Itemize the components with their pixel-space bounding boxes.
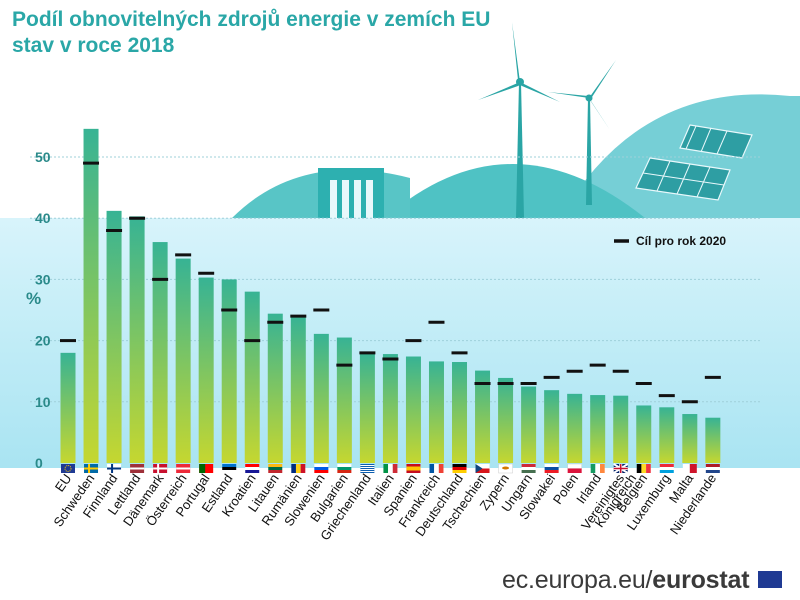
y-tick-label: 50 <box>35 149 51 165</box>
flag-eu-icon <box>61 464 75 473</box>
background-scenery <box>232 22 800 218</box>
flag-nl-icon <box>705 464 720 473</box>
bar <box>152 242 168 463</box>
footer-source: ec.europa.eu/eurostat <box>502 566 750 595</box>
eu-flag-icon <box>758 571 782 588</box>
flag-uk-icon <box>613 463 629 474</box>
legend: Cíl pro rok 2020 <box>614 234 726 248</box>
flag-pt-icon <box>199 464 214 473</box>
flag-at-icon <box>176 464 191 473</box>
bar <box>175 258 191 463</box>
flag-lt-icon <box>268 464 283 473</box>
bar <box>636 405 652 463</box>
country-flags <box>61 463 720 474</box>
bar <box>452 362 468 463</box>
hill-dome <box>385 164 645 218</box>
y-axis-ticks: 0 10 20 30 40 50 <box>35 149 51 471</box>
flag-dk-icon <box>153 464 168 473</box>
bar <box>106 210 122 463</box>
flag-sk-icon <box>544 464 559 473</box>
flag-gr-icon <box>360 464 375 473</box>
y-tick-label: 10 <box>35 394 51 410</box>
hill-right <box>560 94 800 218</box>
bar <box>359 352 375 463</box>
bar <box>198 277 214 463</box>
bar <box>475 370 491 463</box>
flag-fr-icon <box>429 464 444 473</box>
bar <box>590 395 606 463</box>
chart-title: Podíl obnovitelných zdrojů energie v zem… <box>12 8 491 31</box>
solar-panel-icon <box>635 124 753 201</box>
y-tick-label: 20 <box>35 333 51 349</box>
flag-se-icon <box>84 464 99 473</box>
gridlines <box>30 156 760 403</box>
flag-hr-icon <box>245 464 260 473</box>
flag-es-icon <box>406 464 421 473</box>
bar <box>705 417 721 463</box>
footer-brand: eurostat <box>652 566 750 594</box>
bar <box>567 393 583 463</box>
bar <box>521 386 537 463</box>
bar <box>405 356 421 463</box>
bar-series <box>60 128 721 463</box>
x-tick-label: Polen <box>550 471 581 507</box>
bar <box>336 337 352 463</box>
flag-ie-icon <box>590 464 605 473</box>
bar <box>313 333 329 463</box>
y-axis-label: % <box>26 289 41 308</box>
bar <box>267 313 283 463</box>
bar <box>428 361 444 463</box>
flag-mt-icon <box>682 464 697 473</box>
flag-de-icon <box>452 464 467 473</box>
bar <box>244 291 260 463</box>
flag-fi-icon <box>107 464 122 473</box>
bar <box>682 414 698 463</box>
bar <box>613 395 629 463</box>
wind-turbine-icon <box>478 22 616 218</box>
legend-target-label: Cíl pro rok 2020 <box>636 234 726 248</box>
flag-cy-icon <box>498 463 513 474</box>
y-tick-label: 40 <box>35 210 51 226</box>
bar <box>498 377 514 463</box>
y-tick-label: 0 <box>35 455 43 471</box>
dam-icon <box>318 168 384 218</box>
flag-lu-icon <box>659 464 674 473</box>
bar <box>544 390 560 463</box>
y-tick-label: 30 <box>35 271 51 287</box>
bar <box>83 128 99 463</box>
flag-bg-icon <box>337 464 352 473</box>
bar <box>382 354 398 463</box>
flag-ee-icon <box>222 464 237 473</box>
flag-pl-icon <box>567 463 582 473</box>
flag-it-icon <box>383 464 398 473</box>
flag-hu-icon <box>521 464 536 473</box>
bar <box>129 216 145 463</box>
flag-si-icon <box>314 464 329 473</box>
bar <box>60 352 76 463</box>
bar <box>290 316 306 463</box>
flag-be-icon <box>636 464 651 473</box>
footer-site: ec.europa.eu/ <box>502 566 653 594</box>
chart-subtitle: stav v roce 2018 <box>12 34 175 57</box>
flag-ro-icon <box>291 464 306 473</box>
x-axis-labels: EUSchwedenFinnlandLettlandDänemarkÖsterr… <box>50 470 719 543</box>
flag-cz-icon <box>475 464 490 473</box>
bar <box>221 279 237 463</box>
target-markers <box>60 161 721 404</box>
flag-lv-icon <box>130 464 145 473</box>
bar <box>659 407 675 463</box>
